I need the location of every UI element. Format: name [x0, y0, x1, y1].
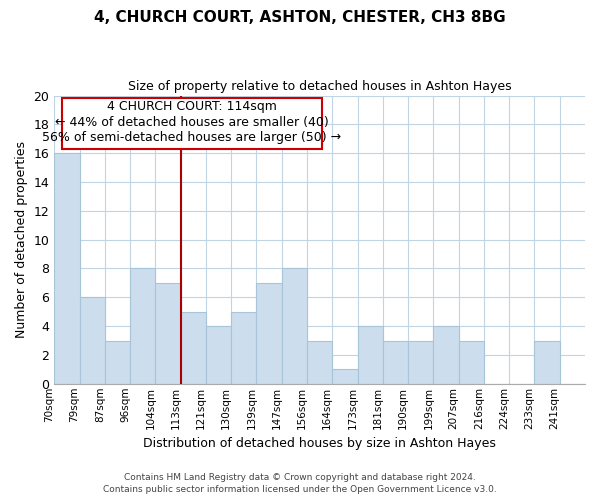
Bar — [307, 340, 332, 384]
FancyBboxPatch shape — [62, 98, 322, 149]
Y-axis label: Number of detached properties: Number of detached properties — [15, 141, 28, 338]
Bar — [54, 153, 80, 384]
Bar — [332, 370, 358, 384]
Bar — [181, 312, 206, 384]
Text: 56% of semi-detached houses are larger (50) →: 56% of semi-detached houses are larger (… — [43, 131, 341, 144]
Text: ← 44% of detached houses are smaller (40): ← 44% of detached houses are smaller (40… — [55, 116, 329, 128]
Bar — [206, 326, 231, 384]
Text: Contains HM Land Registry data © Crown copyright and database right 2024.
Contai: Contains HM Land Registry data © Crown c… — [103, 472, 497, 494]
Bar — [155, 283, 181, 384]
Bar — [80, 298, 105, 384]
Bar — [256, 283, 282, 384]
Bar — [458, 340, 484, 384]
Text: 4 CHURCH COURT: 114sqm: 4 CHURCH COURT: 114sqm — [107, 100, 277, 113]
Bar — [130, 268, 155, 384]
Bar — [105, 340, 130, 384]
Bar — [358, 326, 383, 384]
Bar — [231, 312, 256, 384]
Title: Size of property relative to detached houses in Ashton Hayes: Size of property relative to detached ho… — [128, 80, 511, 93]
Bar — [408, 340, 433, 384]
Bar — [535, 340, 560, 384]
Bar — [282, 268, 307, 384]
Bar — [383, 340, 408, 384]
Text: 4, CHURCH COURT, ASHTON, CHESTER, CH3 8BG: 4, CHURCH COURT, ASHTON, CHESTER, CH3 8B… — [94, 10, 506, 25]
X-axis label: Distribution of detached houses by size in Ashton Hayes: Distribution of detached houses by size … — [143, 437, 496, 450]
Bar — [433, 326, 458, 384]
